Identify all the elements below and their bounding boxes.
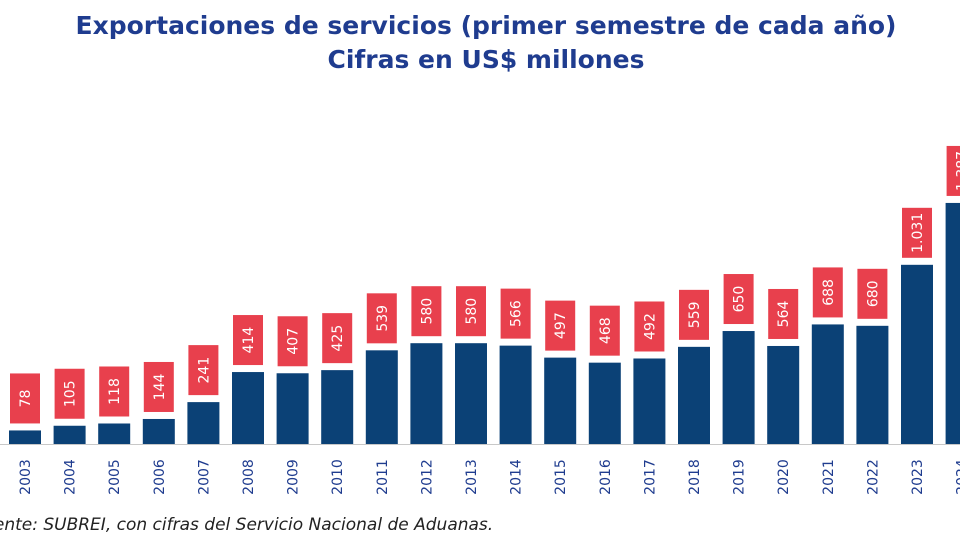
x-tick-label-2009: 2009 <box>286 459 302 495</box>
data-label-2022: 680 <box>865 280 881 307</box>
data-label-box-2017 <box>634 301 665 352</box>
chart-subtitle: Cifras en US$ millones <box>327 45 645 74</box>
data-label-2004: 105 <box>63 380 79 407</box>
x-tick-label-2022: 2022 <box>865 459 881 495</box>
data-label-box-2012 <box>411 286 442 337</box>
bar-2010 <box>321 370 354 444</box>
bar-2016 <box>588 362 621 444</box>
data-label-box-2023 <box>902 207 932 258</box>
bar-2003 <box>9 430 41 444</box>
data-label-box-2019 <box>723 274 754 325</box>
bar-2015 <box>544 357 577 444</box>
data-label-2014: 566 <box>509 300 525 327</box>
data-label-box-2015 <box>545 300 576 351</box>
bar-2009 <box>276 373 309 444</box>
bar-2024 <box>945 202 960 444</box>
data-label-2024: 1.387 <box>955 151 960 191</box>
data-label-2012: 580 <box>419 298 435 325</box>
data-label-2015: 497 <box>553 312 569 339</box>
bar-2011 <box>365 350 398 444</box>
bar-2006 <box>142 418 175 444</box>
data-label-2021: 688 <box>821 279 837 306</box>
data-label-2013: 580 <box>464 298 480 325</box>
x-tick-label-2019: 2019 <box>732 459 748 495</box>
data-label-box-2011 <box>366 293 397 344</box>
bar-2020 <box>767 345 800 444</box>
bar-2022 <box>856 325 889 444</box>
data-label-box-2010 <box>322 313 353 364</box>
x-tick-label-2011: 2011 <box>375 459 391 495</box>
bar-2005 <box>98 423 131 444</box>
x-tick-label-2013: 2013 <box>464 459 480 495</box>
data-label-2005: 118 <box>107 378 123 405</box>
x-tick-label-2024: 2024 <box>955 459 960 495</box>
x-tick-label-2008: 2008 <box>241 459 257 495</box>
data-label-box-2006 <box>143 361 174 412</box>
data-label-box-2021 <box>812 267 843 318</box>
data-label-2019: 650 <box>732 286 748 313</box>
x-tick-label-2017: 2017 <box>642 459 658 495</box>
bar-2012 <box>410 343 443 444</box>
bar-2017 <box>633 358 666 444</box>
source-note: Fuente: SUBREI, con cifras del Servicio … <box>0 515 494 535</box>
x-tick-label-2005: 2005 <box>107 459 123 495</box>
bar-2014 <box>499 345 532 444</box>
bar-2018 <box>678 346 710 444</box>
data-label-box-2004 <box>54 368 85 419</box>
data-label-box-2024 <box>946 145 960 196</box>
bar-2019 <box>722 331 755 444</box>
bar-2007 <box>187 402 220 444</box>
bar-2013 <box>455 343 487 444</box>
x-tick-label-2007: 2007 <box>196 459 212 495</box>
data-label-2017: 492 <box>642 313 658 340</box>
data-label-2023: 1.031 <box>910 213 926 253</box>
x-tick-label-2006: 2006 <box>152 459 168 495</box>
data-label-box-2003 <box>10 373 40 424</box>
data-label-box-2022 <box>857 268 888 319</box>
bar-2021 <box>811 324 844 444</box>
data-label-2018: 559 <box>687 301 703 328</box>
x-tick-label-2004: 2004 <box>63 459 79 495</box>
data-label-box-2007 <box>188 345 219 396</box>
x-tick-label-2016: 2016 <box>598 459 614 495</box>
bar-2008 <box>232 372 264 444</box>
data-label-box-2009 <box>277 316 308 367</box>
data-label-2010: 425 <box>330 325 346 352</box>
x-tick-label-2018: 2018 <box>687 459 703 495</box>
data-label-box-2008 <box>233 315 263 366</box>
bar-2023 <box>901 264 933 444</box>
data-label-2006: 144 <box>152 374 168 401</box>
data-label-2007: 241 <box>196 357 212 384</box>
x-tick-label-2023: 2023 <box>910 459 926 495</box>
data-label-box-2020 <box>768 288 799 339</box>
x-tick-label-2012: 2012 <box>419 459 435 495</box>
data-label-2016: 468 <box>598 317 614 344</box>
data-label-2011: 539 <box>375 305 391 332</box>
data-label-box-2014 <box>500 288 531 339</box>
data-label-box-2016 <box>589 305 620 356</box>
data-label-2003: 78 <box>18 390 34 408</box>
chart-title: Exportaciones de servicios (primer semes… <box>75 11 897 40</box>
x-tick-label-2021: 2021 <box>821 459 837 495</box>
x-tick-label-2020: 2020 <box>776 459 792 495</box>
data-label-box-2013 <box>456 286 486 337</box>
data-label-2009: 407 <box>286 328 302 355</box>
bar-2004 <box>53 425 86 444</box>
x-tick-label-2003: 2003 <box>18 459 34 495</box>
data-label-2008: 414 <box>241 327 257 354</box>
data-label-2020: 564 <box>776 301 792 328</box>
x-tick-label-2014: 2014 <box>509 459 525 495</box>
x-tick-label-2010: 2010 <box>330 459 346 495</box>
data-label-box-2005 <box>99 366 130 417</box>
x-tick-label-2015: 2015 <box>553 459 569 495</box>
data-label-box-2018 <box>679 289 709 340</box>
